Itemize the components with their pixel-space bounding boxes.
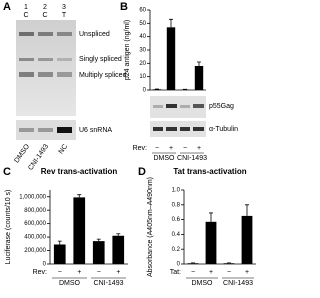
y-tick-label: 1,000,000 (19, 194, 46, 200)
loading-band (38, 128, 53, 132)
loading-band (19, 128, 34, 132)
row-label: Rev: (133, 145, 147, 152)
blot-bands (153, 104, 204, 131)
band-label: Unspliced (79, 31, 110, 38)
error-bar (96, 238, 101, 242)
error-bar (245, 204, 249, 216)
error-bar (197, 61, 201, 66)
x-tick-label: + (209, 269, 213, 276)
chart-title: Rev trans-activation (41, 167, 118, 176)
y-tick-label: 0.8 (172, 202, 181, 208)
blot-label: p55Gag (209, 103, 234, 110)
loading-band (57, 127, 72, 133)
bar (152, 89, 162, 90)
bar (241, 215, 253, 264)
bar (194, 66, 204, 90)
lane-number: 2 (43, 4, 47, 11)
panel-letter: A (3, 1, 11, 13)
y-tick-label: 0.4 (172, 232, 181, 238)
x-tick-label: + (169, 145, 173, 152)
y-tick-label: 50 (139, 21, 146, 27)
error-bar (77, 194, 82, 198)
error-bar (209, 212, 213, 222)
band-label: Singly spliced (79, 56, 122, 63)
bar (112, 235, 125, 264)
lane-label: DMSO (13, 143, 31, 165)
row-label: Tat: (170, 269, 181, 276)
group-label: DMSO (154, 155, 176, 162)
group-label: DMSO (192, 280, 214, 287)
y-tick-label: 10 (139, 74, 146, 80)
y-tick-label: 400,000 (24, 235, 46, 241)
x-tick-label: − (183, 145, 187, 152)
bar (166, 27, 176, 90)
y-tick-label: 20 (139, 61, 146, 67)
x-tick-label: + (197, 145, 201, 152)
group-label: CNI-1493 (223, 280, 253, 287)
x-tick-label: − (191, 269, 195, 276)
y-tick-label: 0.6 (172, 217, 181, 223)
figure: A 1 2 3 C C T Unspliced Singly spliced M… (3, 1, 256, 287)
y-axis-label: Absorbance (A405nm–A490nm) (147, 177, 154, 277)
chart-title: Tat trans-activation (173, 167, 246, 176)
gel-bands (19, 32, 72, 77)
x-tick-label: − (97, 269, 101, 276)
bar (53, 244, 66, 264)
lane-code: C (42, 12, 47, 19)
bar (73, 197, 86, 264)
lane-code: T (62, 12, 67, 19)
y-axis-label: Luciferase (counts/10 s) (5, 190, 12, 265)
y-tick-label: 0.2 (172, 247, 181, 253)
panel-letter: C (3, 166, 11, 178)
y-tick-label: 600,000 (24, 221, 46, 227)
y-tick-label: 0 (177, 262, 181, 268)
bar (92, 241, 105, 264)
blot (150, 96, 206, 118)
y-tick-label: 800,000 (24, 208, 46, 214)
lane-number: 1 (24, 4, 28, 11)
lane-label: NC (58, 143, 70, 155)
blot-label: α-Tubulin (209, 126, 238, 133)
row-label: Rev: (33, 269, 47, 276)
x-tick-label: + (245, 269, 249, 276)
panel-letter: D (138, 166, 146, 178)
x-tick-label: + (77, 269, 81, 276)
y-tick-label: 40 (139, 34, 146, 40)
bar (205, 221, 217, 264)
y-tick-label: 0 (143, 88, 147, 94)
lane-code: C (23, 12, 28, 19)
x-tick-label: + (116, 269, 120, 276)
y-tick-label: 1.0 (172, 188, 181, 194)
group-label: CNI-1493 (177, 155, 207, 162)
y-tick-label: 60 (139, 8, 146, 14)
group-label: CNI-1493 (94, 280, 124, 287)
bar (187, 263, 199, 264)
lane-number: 3 (62, 4, 66, 11)
y-tick-label: 30 (139, 48, 146, 54)
error-bar (116, 233, 121, 236)
blot (150, 121, 206, 137)
y-axis-label: p24 antigen (ng/ml) (124, 20, 131, 80)
x-tick-label: − (227, 269, 231, 276)
y-tick-label: 0 (43, 262, 47, 268)
group-label: DMSO (59, 280, 81, 287)
bar (223, 263, 235, 264)
y-tick-label: 200,000 (24, 248, 46, 254)
panel-letter: B (120, 1, 128, 13)
error-bar (169, 18, 173, 28)
loading-label: U6 snRNA (79, 127, 112, 134)
band-label: Multiply spliced (79, 72, 127, 79)
x-tick-label: − (155, 145, 159, 152)
x-tick-label: − (58, 269, 62, 276)
error-bar (57, 240, 62, 245)
